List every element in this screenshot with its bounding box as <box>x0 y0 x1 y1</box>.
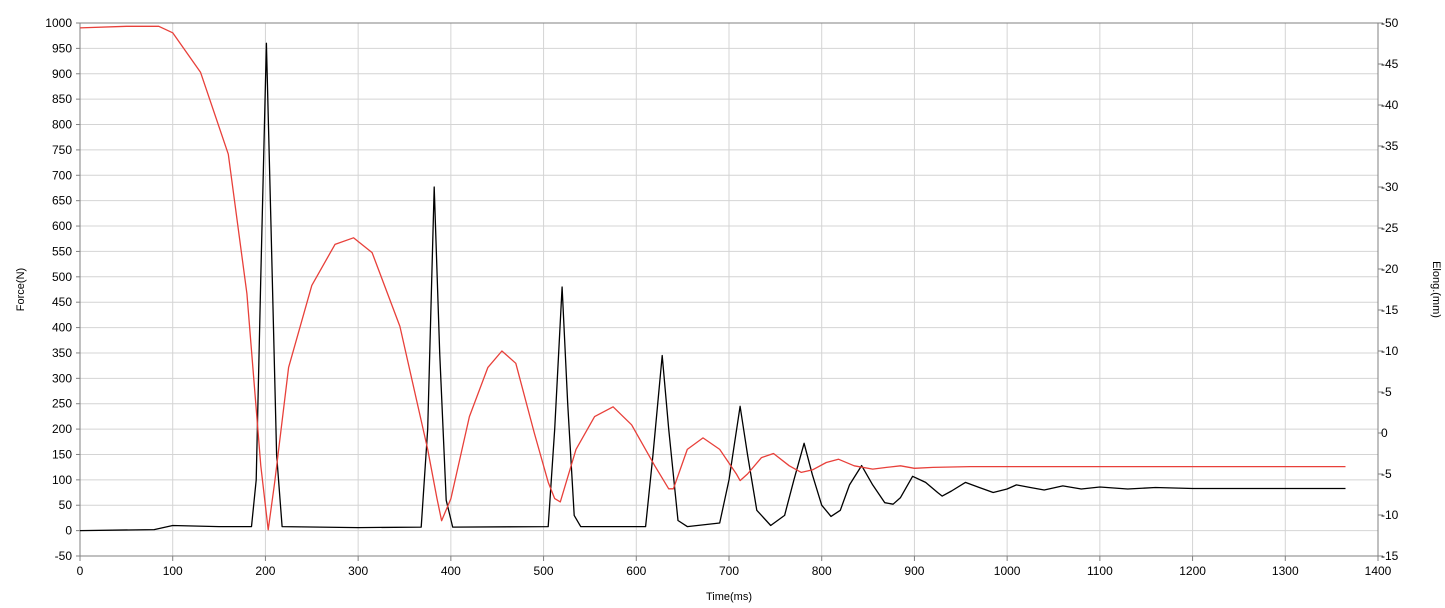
y-tick-label: 250 <box>52 397 72 411</box>
y2-tick-label: -35 <box>1381 139 1399 153</box>
force-series-line <box>79 42 1346 532</box>
x-tick-label: 200 <box>255 564 275 578</box>
y-tick-label: 100 <box>52 473 72 487</box>
x-tick-label: 900 <box>904 564 924 578</box>
y2-tick-label: -30 <box>1381 180 1399 194</box>
x-tick-label: 1300 <box>1272 564 1299 578</box>
y-tick-label: 50 <box>59 498 73 512</box>
y2-tick-label: -20 <box>1381 262 1399 276</box>
y-tick-label: 350 <box>52 346 72 360</box>
y-tick-label: 850 <box>52 92 72 106</box>
x-tick-label: 600 <box>626 564 646 578</box>
y2-tick-label: -45 <box>1381 57 1399 71</box>
y2-axis-title: Elong.(mm) <box>1430 261 1442 318</box>
y-tick-label: 300 <box>52 371 72 385</box>
x-tick-label: 300 <box>348 564 368 578</box>
y-tick-label: 500 <box>52 270 72 284</box>
y-axis-title: Force(N) <box>15 268 27 311</box>
y2-tick-label: -50 <box>1381 16 1399 30</box>
y-tick-label: 950 <box>52 41 72 55</box>
y-tick-label: 400 <box>52 321 72 335</box>
y-tick-label: 700 <box>52 168 72 182</box>
y2-tick-label: -40 <box>1381 98 1399 112</box>
y-tick-label: 750 <box>52 143 72 157</box>
y-tick-label: 900 <box>52 67 72 81</box>
y2-tick-label: -5 <box>1381 467 1392 481</box>
y2-tick-label: -15 <box>1381 549 1399 563</box>
y-tick-label: 1000 <box>45 16 72 30</box>
x-tick-label: 1000 <box>994 564 1021 578</box>
y-tick-label: 800 <box>52 118 72 132</box>
x-tick-label: 700 <box>719 564 739 578</box>
y2-tick-label: -25 <box>1381 221 1399 235</box>
y-tick-label: -50 <box>55 549 73 563</box>
elongation-series-line <box>79 25 1346 531</box>
y-tick-label: 550 <box>52 244 72 258</box>
x-tick-label: 1100 <box>1087 564 1113 578</box>
ticks: 0 100 200 300 400 500 600 700 800 900 1000 1100 1200… <box>45 16 1398 578</box>
y-tick-label: 450 <box>52 295 72 309</box>
series <box>79 25 1346 532</box>
x-tick-label: 100 <box>163 564 183 578</box>
y2-tick-label: -10 <box>1381 344 1399 358</box>
y2-tick-label: -5 <box>1381 385 1392 399</box>
y-tick-label: 600 <box>52 219 72 233</box>
y-tick-label: 150 <box>52 447 72 461</box>
x-tick-label: 500 <box>534 564 554 578</box>
y-tick-label: 200 <box>52 422 72 436</box>
x-tick-label: 1200 <box>1179 564 1206 578</box>
y-tick-label: 0 <box>65 524 72 538</box>
y2-tick-label: -10 <box>1381 508 1399 522</box>
y2-tick-label: -15 <box>1381 303 1399 317</box>
x-tick-label: 1400 <box>1365 564 1392 578</box>
x-axis-title: Time(ms) <box>706 591 752 603</box>
x-tick-label: 0 <box>77 564 84 578</box>
y2-tick-label: 0 <box>1381 426 1388 440</box>
y-tick-label: 650 <box>52 194 72 208</box>
x-tick-label: 800 <box>812 564 832 578</box>
x-tick-label: 400 <box>441 564 461 578</box>
